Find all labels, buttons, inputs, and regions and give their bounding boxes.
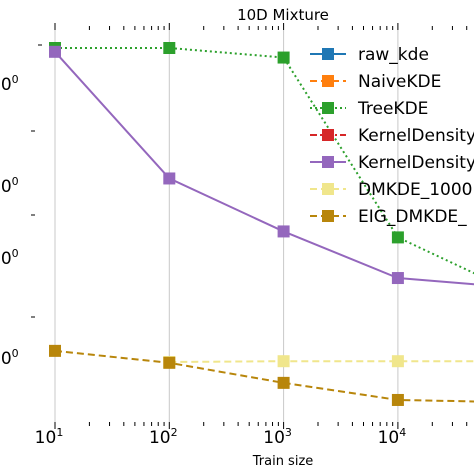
legend-marker <box>322 210 334 222</box>
data-point-marker <box>277 376 290 389</box>
data-point-marker <box>391 393 404 406</box>
legend-marker <box>322 48 334 60</box>
data-point-marker <box>163 356 176 369</box>
data-point-marker <box>391 272 404 285</box>
legend-label: EIG_DMKDE_ <box>358 207 467 227</box>
y-tick-label: 100 <box>0 175 19 197</box>
legend-marker <box>322 102 334 114</box>
x-tick-label: 103 <box>263 426 292 448</box>
legend-marker <box>322 75 334 87</box>
legend-label: DMKDE_1000 <box>358 180 473 200</box>
data-point-marker <box>163 172 176 185</box>
legend-label: KernelDensity <box>358 126 474 146</box>
legend-marker <box>322 156 334 168</box>
data-point-marker <box>49 45 61 58</box>
data-point-marker <box>49 344 61 357</box>
y-tick-label: 100 <box>0 247 19 269</box>
legend-label: KernelDensity <box>358 153 474 173</box>
data-point-marker <box>391 231 404 244</box>
y-tick-label: 100 <box>0 73 19 95</box>
data-point-marker <box>277 225 290 238</box>
data-point-marker <box>391 355 404 368</box>
legend-marker <box>322 129 334 141</box>
x-axis-label: Train size <box>252 454 314 469</box>
x-tick-label: 104 <box>378 426 407 448</box>
legend-label: TreeKDE <box>357 99 428 119</box>
legend-label: NaiveKDE <box>358 72 441 92</box>
data-point-marker <box>277 51 290 64</box>
series-line <box>55 47 474 275</box>
data-point-marker <box>277 355 290 368</box>
x-tick-label: 101 <box>35 426 64 448</box>
series-line <box>169 360 474 363</box>
legend-marker <box>322 183 334 195</box>
data-point-marker <box>163 42 176 54</box>
y-tick-label: 100 <box>0 347 19 369</box>
legend-label: raw_kde <box>358 45 429 65</box>
chart-title: 10D Mixture <box>237 6 329 24</box>
series-line <box>54 349 474 403</box>
x-tick-label: 102 <box>149 426 178 448</box>
